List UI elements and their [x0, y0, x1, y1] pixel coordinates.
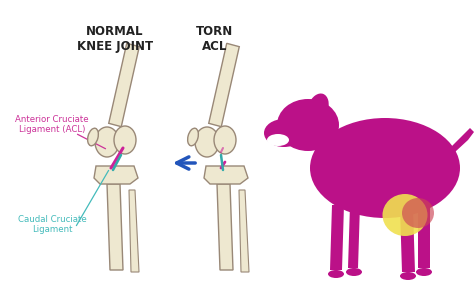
- Ellipse shape: [307, 94, 328, 123]
- Text: Caudal Cruciate
Ligament: Caudal Cruciate Ligament: [18, 215, 86, 234]
- Ellipse shape: [277, 99, 339, 151]
- Text: Anterior Cruciate
Ligament (ACL): Anterior Cruciate Ligament (ACL): [15, 115, 89, 134]
- Polygon shape: [348, 205, 360, 268]
- Polygon shape: [450, 128, 474, 152]
- Polygon shape: [418, 208, 430, 268]
- Ellipse shape: [310, 118, 460, 218]
- Ellipse shape: [346, 268, 362, 276]
- Ellipse shape: [114, 126, 136, 154]
- Polygon shape: [94, 166, 138, 184]
- Polygon shape: [129, 190, 139, 272]
- Ellipse shape: [88, 128, 99, 146]
- Polygon shape: [209, 43, 239, 127]
- Ellipse shape: [328, 270, 344, 278]
- Ellipse shape: [400, 272, 416, 280]
- Ellipse shape: [188, 128, 198, 146]
- Ellipse shape: [264, 119, 304, 147]
- Ellipse shape: [416, 268, 432, 276]
- Ellipse shape: [402, 198, 434, 228]
- Polygon shape: [204, 166, 248, 184]
- Polygon shape: [330, 205, 344, 270]
- Text: TORN
ACL: TORN ACL: [196, 25, 234, 53]
- Ellipse shape: [267, 134, 289, 146]
- Polygon shape: [239, 190, 249, 272]
- Polygon shape: [217, 184, 233, 270]
- Polygon shape: [109, 43, 139, 127]
- Ellipse shape: [214, 126, 236, 154]
- Ellipse shape: [383, 194, 428, 236]
- Text: NORMAL
KNEE JOINT: NORMAL KNEE JOINT: [77, 25, 153, 53]
- Polygon shape: [107, 184, 123, 270]
- Polygon shape: [322, 145, 348, 178]
- Ellipse shape: [195, 127, 219, 157]
- Ellipse shape: [95, 127, 119, 157]
- Polygon shape: [400, 208, 415, 272]
